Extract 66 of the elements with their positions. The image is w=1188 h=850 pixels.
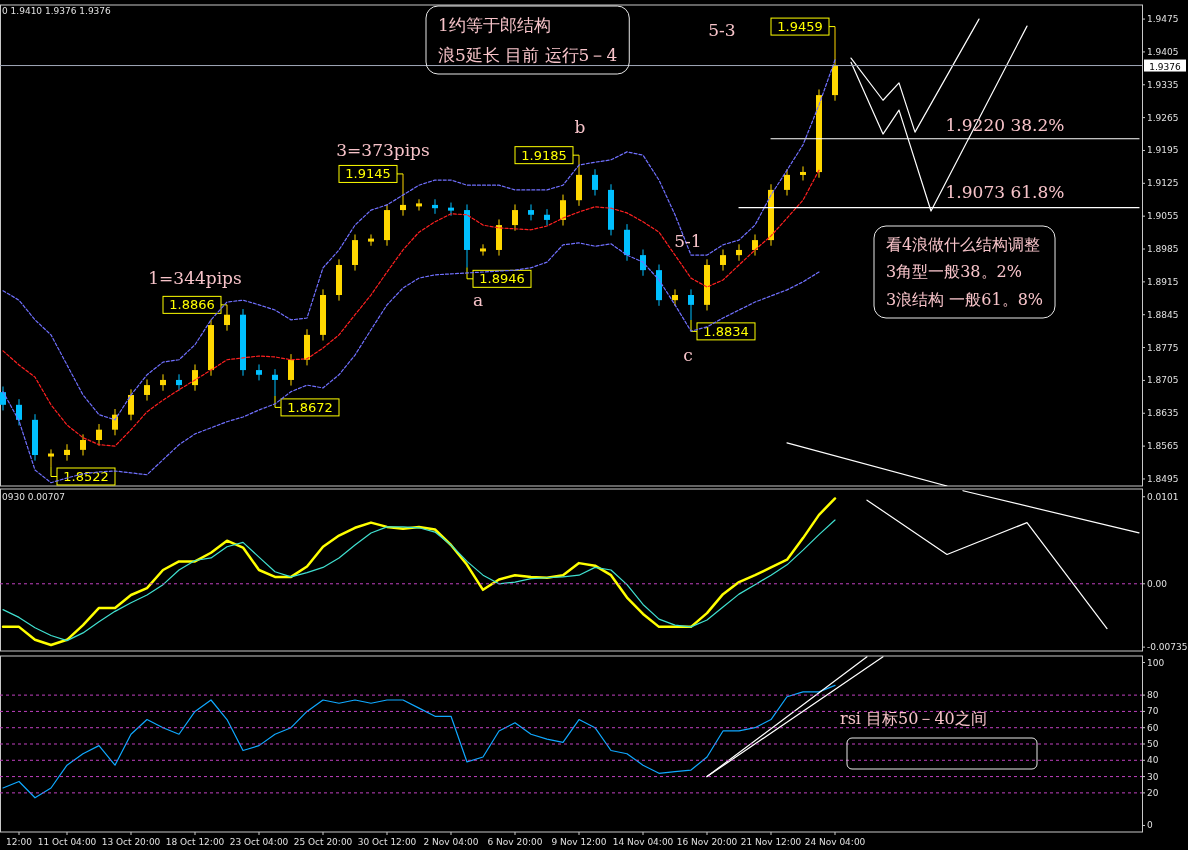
annotation: 3=373pips bbox=[336, 140, 430, 160]
x-tick-label: 11 Oct 04:00 bbox=[37, 837, 97, 847]
text: 1.8866 bbox=[169, 297, 215, 313]
y-tick-label: 70 bbox=[1147, 706, 1159, 717]
y-tick-label: 1.9475 bbox=[1147, 14, 1179, 25]
ref-line-label: 1.9376 bbox=[1149, 61, 1182, 72]
text: 1.8834 bbox=[703, 323, 749, 339]
annotation: 5-3 bbox=[708, 20, 736, 40]
y-tick-label: 1.8495 bbox=[1147, 473, 1179, 484]
x-tick-label: 30 Oct 12:00 bbox=[357, 837, 417, 847]
annotation: a bbox=[472, 290, 484, 310]
text: 1.8946 bbox=[479, 271, 525, 287]
y-tick-label: 100 bbox=[1147, 657, 1165, 668]
annotation: c bbox=[683, 345, 693, 365]
annotation: 3浪结构 一般61。8% bbox=[886, 290, 1044, 309]
x-tick-label: 24 Nov 04:00 bbox=[804, 837, 866, 847]
x-tick-label: 12:00 bbox=[6, 837, 33, 847]
text: 1.9459 bbox=[777, 19, 823, 35]
annotation: 浪5延长 目前 运行5－4 bbox=[438, 45, 618, 65]
annotation: 1=344pips bbox=[148, 268, 242, 288]
y-tick-label: 1.9195 bbox=[1147, 145, 1179, 156]
y-tick-label: 1.8845 bbox=[1147, 309, 1179, 320]
x-tick-label: 14 Nov 04:00 bbox=[612, 837, 674, 847]
y-tick-label: 30 bbox=[1147, 771, 1159, 782]
y-tick-label: 60 bbox=[1147, 722, 1159, 733]
y-tick-label: 1.9125 bbox=[1147, 178, 1179, 189]
text: 1.8672 bbox=[287, 399, 333, 415]
y-tick-label: 1.8565 bbox=[1147, 441, 1179, 452]
y-tick-label: 20 bbox=[1147, 787, 1159, 798]
text: 1.8522 bbox=[63, 469, 109, 484]
x-tick-label: 6 Nov 20:00 bbox=[487, 837, 543, 847]
x-tick-label: 9 Nov 12:00 bbox=[551, 837, 607, 847]
y-tick-label: 1.9265 bbox=[1147, 112, 1179, 123]
annotation: 3角型一般38。2% bbox=[886, 262, 1022, 281]
x-tick-label: 25 Oct 20:00 bbox=[293, 837, 353, 847]
x-tick-label: 23 Oct 04:00 bbox=[229, 837, 289, 847]
annotation: rsi 目标50－40之间 bbox=[840, 709, 987, 728]
y-tick-label: 1.8705 bbox=[1147, 375, 1179, 386]
annotation: 5-1 bbox=[674, 231, 702, 251]
annotation: 0930 0.00707 bbox=[2, 492, 65, 502]
y-tick-label: 1.9405 bbox=[1147, 46, 1179, 57]
annotation: 0 1.9410 1.9376 1.9376 bbox=[2, 6, 112, 16]
y-tick-label: 40 bbox=[1147, 755, 1159, 766]
y-tick-label: 1.8985 bbox=[1147, 244, 1179, 255]
y-tick-label: 1.8775 bbox=[1147, 342, 1179, 353]
x-tick-label: 18 Oct 12:00 bbox=[165, 837, 225, 847]
y-tick-label: 1.8915 bbox=[1147, 276, 1179, 287]
x-tick-label: 2 Nov 04:00 bbox=[423, 837, 479, 847]
y-tick-label: 50 bbox=[1147, 739, 1159, 749]
y-tick-label: 80 bbox=[1147, 690, 1159, 701]
annotation: 1.9073 61.8% bbox=[945, 182, 1065, 202]
y-tick-label: 1.9335 bbox=[1147, 79, 1179, 90]
y-tick-label: 0.00 bbox=[1147, 578, 1168, 589]
x-tick-label: 16 Nov 20:00 bbox=[676, 837, 738, 847]
annotation: b bbox=[574, 117, 586, 137]
annotation: 看4浪做什么结构调整 bbox=[886, 235, 1041, 254]
text: 1.9185 bbox=[521, 147, 567, 163]
annotation: 1约等于郎结构 bbox=[438, 15, 551, 35]
text: 1.9145 bbox=[345, 166, 391, 182]
y-tick-label: -0.00735 bbox=[1147, 642, 1188, 653]
y-tick-label: 0 bbox=[1147, 820, 1153, 831]
y-tick-label: 0.0101 bbox=[1147, 491, 1179, 502]
x-tick-label: 13 Oct 20:00 bbox=[101, 837, 161, 847]
x-tick-label: 21 Nov 12:00 bbox=[740, 837, 802, 847]
y-tick-label: 1.9055 bbox=[1147, 211, 1179, 222]
y-tick-label: 1.8635 bbox=[1147, 408, 1179, 419]
